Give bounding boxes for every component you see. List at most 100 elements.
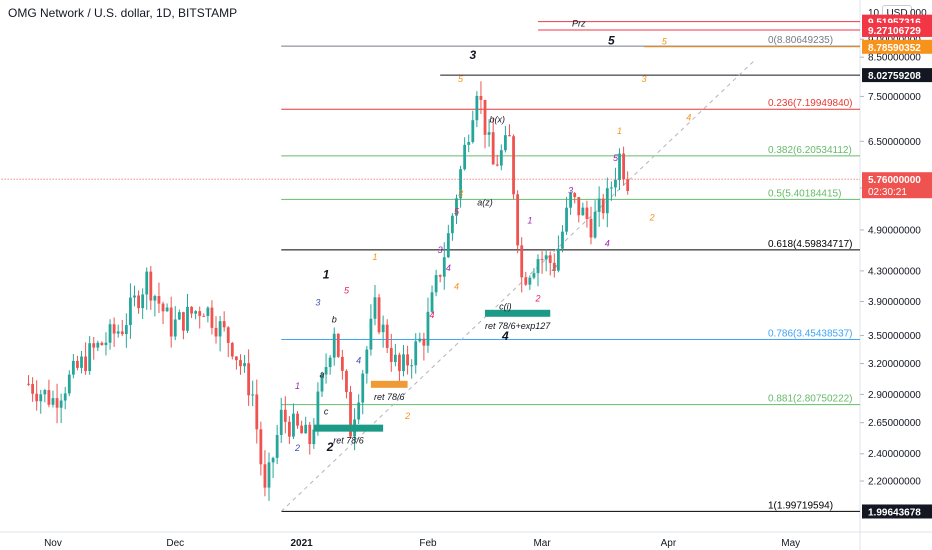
wave-label: 5 bbox=[662, 37, 668, 47]
candle-body bbox=[556, 248, 560, 271]
candle-body bbox=[585, 207, 589, 219]
wave-label: 2 bbox=[326, 440, 334, 454]
candle-body bbox=[385, 324, 389, 348]
price-label-text: 1.99643678 bbox=[868, 507, 921, 518]
wave-label: 5 bbox=[613, 153, 619, 163]
candle-body bbox=[483, 99, 487, 135]
wave-label: 5 bbox=[608, 34, 615, 48]
price-label-box bbox=[862, 68, 932, 83]
candle-body bbox=[76, 360, 79, 368]
x-tick-label: May bbox=[781, 538, 800, 549]
candle-body bbox=[247, 363, 251, 396]
candle-body bbox=[361, 373, 365, 403]
candle-body bbox=[332, 333, 336, 358]
fib-level-label: 0.236(7.19949840) bbox=[768, 98, 853, 109]
price-label-box bbox=[862, 172, 932, 199]
y-tick-label: 2.40000000 bbox=[868, 449, 921, 460]
candle-body bbox=[589, 218, 593, 238]
candle-body bbox=[471, 120, 475, 143]
price-label-text: 8.02759208 bbox=[868, 71, 921, 82]
candle-body bbox=[609, 187, 613, 189]
candle-body bbox=[149, 271, 153, 301]
wave-label: 4 bbox=[605, 238, 610, 248]
wave-label: 4 bbox=[446, 263, 451, 273]
candle-body bbox=[43, 390, 47, 395]
candle-body bbox=[605, 188, 609, 214]
candle-body bbox=[618, 153, 621, 181]
wave-label: b(x) bbox=[490, 115, 506, 125]
candle-body bbox=[479, 95, 483, 100]
candle-body bbox=[442, 257, 446, 277]
x-tick-label: Dec bbox=[166, 538, 184, 549]
candle-body bbox=[316, 391, 320, 430]
candle-body bbox=[177, 312, 181, 320]
candle-body bbox=[426, 311, 430, 346]
y-tick-label: 6.50000000 bbox=[868, 137, 921, 148]
candle-body bbox=[540, 259, 544, 261]
price-label-box bbox=[862, 504, 932, 519]
wave-label: 4 bbox=[454, 282, 459, 292]
fib-level-label: 0(8.80649235) bbox=[768, 35, 833, 46]
zone-label: ret 78/6+exp127 bbox=[485, 321, 551, 331]
candle-body bbox=[141, 294, 145, 309]
candle-body bbox=[369, 318, 373, 350]
candle-body bbox=[202, 315, 206, 317]
candle-body bbox=[528, 277, 532, 285]
axis-top-left-label: 10. bbox=[868, 8, 882, 19]
candle-body bbox=[165, 307, 169, 312]
y-tick-label: 3.20000000 bbox=[868, 359, 921, 370]
wave-label: 3 bbox=[469, 48, 476, 62]
candle-body bbox=[438, 275, 442, 277]
candle-body bbox=[35, 393, 39, 402]
candle-body bbox=[536, 259, 540, 274]
wave-label: 3 bbox=[641, 74, 646, 84]
candle-body bbox=[398, 354, 401, 372]
candle-body bbox=[300, 425, 304, 434]
candle-body bbox=[55, 398, 59, 408]
wave-label: 5 bbox=[458, 74, 464, 84]
candle-body bbox=[88, 343, 92, 372]
wave-label: 2 bbox=[649, 212, 655, 222]
wave-label: 1 bbox=[527, 216, 532, 226]
wave-label: 3 bbox=[568, 186, 573, 196]
candle-body bbox=[328, 357, 332, 368]
candle-body bbox=[548, 255, 552, 263]
candle-body bbox=[279, 409, 283, 435]
x-tick-label: Apr bbox=[661, 538, 677, 549]
candle-body bbox=[422, 338, 426, 346]
candle-body bbox=[80, 356, 83, 368]
candle-body bbox=[108, 324, 112, 343]
wave-label: 3 bbox=[458, 189, 463, 199]
wave-label: 2 bbox=[535, 293, 541, 303]
candle-body bbox=[133, 295, 136, 298]
price-label-box bbox=[862, 22, 932, 37]
candle-body bbox=[532, 273, 536, 278]
candle-body bbox=[463, 144, 467, 170]
candle-body bbox=[218, 321, 222, 337]
candle-body bbox=[512, 136, 515, 195]
candle-body bbox=[251, 394, 255, 396]
candle-body bbox=[271, 457, 275, 463]
y-tick-label: 7.50000000 bbox=[868, 92, 921, 103]
retracement-zone bbox=[485, 309, 551, 317]
candle-body bbox=[487, 132, 491, 135]
fib-level-label: 0.881(2.80750222) bbox=[768, 394, 853, 405]
chart-title: OMG Network / U.S. dollar, 1D, BITSTAMP bbox=[8, 6, 238, 20]
candle-body bbox=[255, 394, 259, 430]
wave-label: 1 bbox=[617, 126, 622, 136]
y-tick-label: 3.90000000 bbox=[868, 297, 921, 308]
candle-body bbox=[39, 394, 43, 402]
dashed-trend-line bbox=[280, 60, 755, 512]
candle-body bbox=[626, 179, 630, 191]
y-tick-label: 3.50000000 bbox=[868, 331, 921, 342]
fib-level-label: 0.786(3.45438537) bbox=[768, 329, 853, 340]
candle-body bbox=[129, 297, 132, 326]
wave-label: 4 bbox=[501, 329, 509, 343]
price-label-text: 8.78590352 bbox=[868, 43, 921, 54]
wave-label: 1 bbox=[323, 267, 330, 281]
fib-level-label: 0.5(5.40184415) bbox=[768, 188, 841, 199]
candle-body bbox=[434, 275, 438, 293]
candle-body bbox=[173, 319, 177, 337]
candle-body bbox=[320, 374, 324, 392]
